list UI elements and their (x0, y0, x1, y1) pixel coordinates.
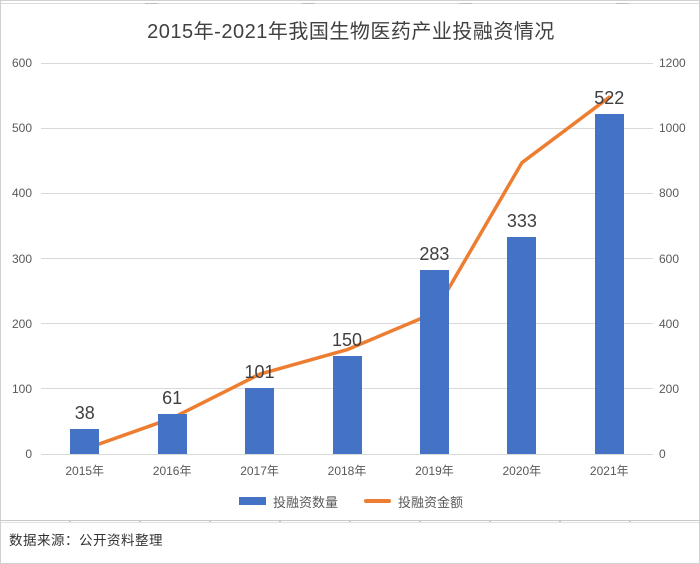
x-axis-labels: 2015年 2016年 2017年 2018年 2019年 2020年 2021年 (41, 454, 653, 482)
legend-bar-swatch (238, 497, 266, 505)
gridline (41, 453, 653, 455)
gridline (41, 258, 653, 259)
bar-data-label: 61 (162, 388, 183, 409)
bar-2018年 (332, 356, 362, 454)
right-axis-tick: 0 (659, 447, 666, 461)
bar-data-label: 522 (594, 87, 625, 108)
legend-item-投融资数量: 投融资数量 (238, 492, 338, 511)
x-axis-label: 2015年 (65, 464, 105, 478)
bar-data-label: 283 (419, 243, 450, 264)
bar-2020年 (507, 237, 537, 454)
bar-2016年 (157, 414, 187, 454)
gridline (41, 62, 653, 64)
legend-line-swatch (364, 499, 391, 503)
gridline (41, 192, 653, 194)
bar-data-label: 150 (331, 330, 363, 351)
bar-2015年 (70, 429, 100, 454)
x-axis-label: 2018年 (327, 464, 367, 478)
legend-item-投融资金额: 投融资金额 (364, 492, 463, 511)
bar-data-label: 101 (244, 362, 275, 383)
chart-object[interactable]: 2015年-2021年我国生物医药产业投融资情况 0 100 200 300 400 50… (1, 4, 699, 520)
right-axis-tick: 400 (659, 316, 680, 331)
x-axis-label: 2020年 (502, 464, 542, 478)
bar-data-label: 38 (74, 403, 95, 424)
bar-2021年 (594, 113, 624, 454)
spreadsheet-gridline-top (1, 3, 699, 4)
bar-data-label: 333 (506, 210, 537, 231)
bar-2017年 (245, 388, 275, 454)
right-axis-tick: 1000 (659, 121, 686, 136)
left-axis-tick: 100 (11, 381, 32, 396)
x-axis-label: 2017年 (240, 464, 279, 478)
left-axis-tick: 600 (11, 56, 32, 70)
legend-label: 投融资数量 (272, 494, 338, 510)
x-axis-label: 2016年 (152, 464, 192, 478)
chart-title: 2015年-2021年我国生物医药产业投融资情况 (147, 21, 555, 43)
gridline (41, 323, 653, 325)
left-axis-tick: 400 (11, 186, 32, 201)
left-axis-tick: 300 (11, 251, 32, 266)
bar-2019年 (419, 269, 449, 454)
legend-label: 投融资金额 (398, 494, 464, 510)
plot-area: 38 61 101 150 283 333 522 (41, 62, 653, 455)
right-axis-tick: 600 (659, 251, 680, 266)
data-source-note: 数据来源：公开资料整理 (9, 533, 163, 548)
x-axis-label: 2021年 (589, 464, 629, 478)
chart-legend: 投融资数量 投融资金额 (1, 490, 699, 512)
right-axis-tick: 200 (659, 381, 680, 396)
spreadsheet-gridline-row (1, 520, 699, 523)
x-axis-label: 2019年 (415, 464, 454, 478)
left-axis-tick: 500 (11, 121, 32, 136)
gridline (41, 127, 653, 129)
left-axis-tick: 200 (11, 316, 32, 331)
left-axis-tick: 0 (25, 447, 32, 461)
right-axis-tick: 800 (659, 186, 680, 201)
right-axis-tick: 1200 (659, 56, 686, 70)
